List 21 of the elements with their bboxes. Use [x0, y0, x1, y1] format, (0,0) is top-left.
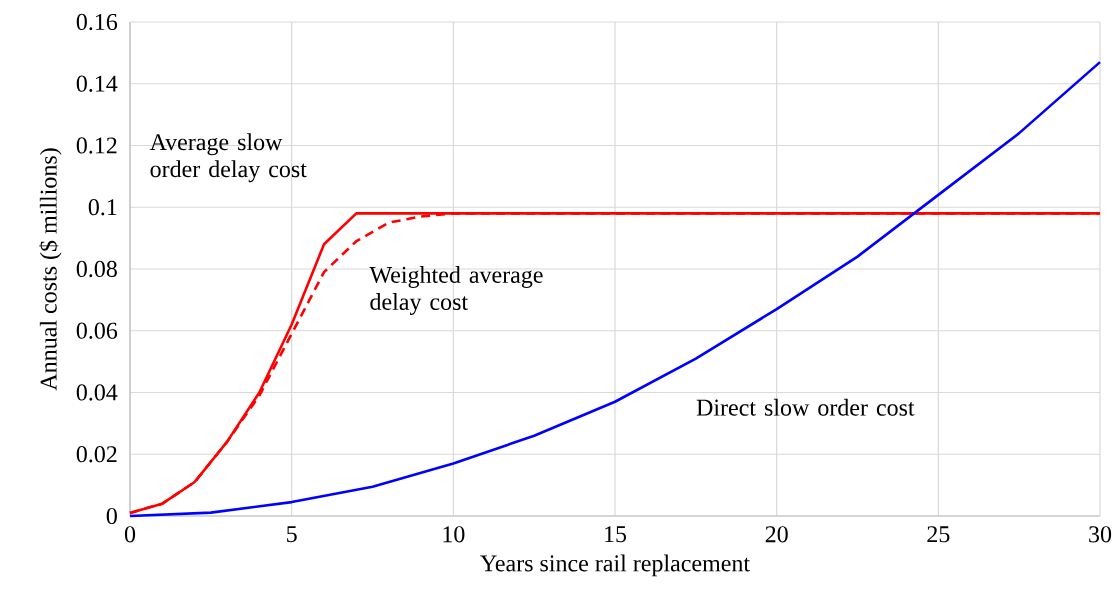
- y-tick-label: 0: [106, 507, 117, 525]
- x-tick-label: 5: [287, 526, 297, 543]
- x-tick-label: 20: [765, 526, 788, 543]
- series-label: Weighted average delay cost: [369, 266, 543, 315]
- x-tick-label: 15: [605, 526, 627, 543]
- x-tick-label: 25: [927, 526, 950, 543]
- x-tick-label: 10: [443, 526, 465, 543]
- y-tick-label: 0.14: [76, 75, 118, 92]
- y-tick-label: 0.02: [76, 446, 117, 463]
- y-tick-label: 0.12: [76, 137, 117, 154]
- x-axis-title: Years since rail replacement: [480, 554, 750, 577]
- text: Average slow order delay cost: [149, 133, 307, 183]
- y-axis-title: Annual costs ($ millions): [39, 148, 62, 391]
- y-tick-label: 0.16: [76, 13, 118, 31]
- y-tick-label: 0.08: [76, 260, 117, 278]
- x-tick-label: 0: [124, 526, 136, 543]
- y-tick-label: 0.1: [88, 199, 117, 216]
- series-label: Direct slow order cost: [696, 398, 915, 416]
- y-tick-label: 0.04: [76, 384, 118, 401]
- y-tick-label: 0.06: [76, 322, 118, 339]
- x-tick-label: 30: [1089, 526, 1112, 543]
